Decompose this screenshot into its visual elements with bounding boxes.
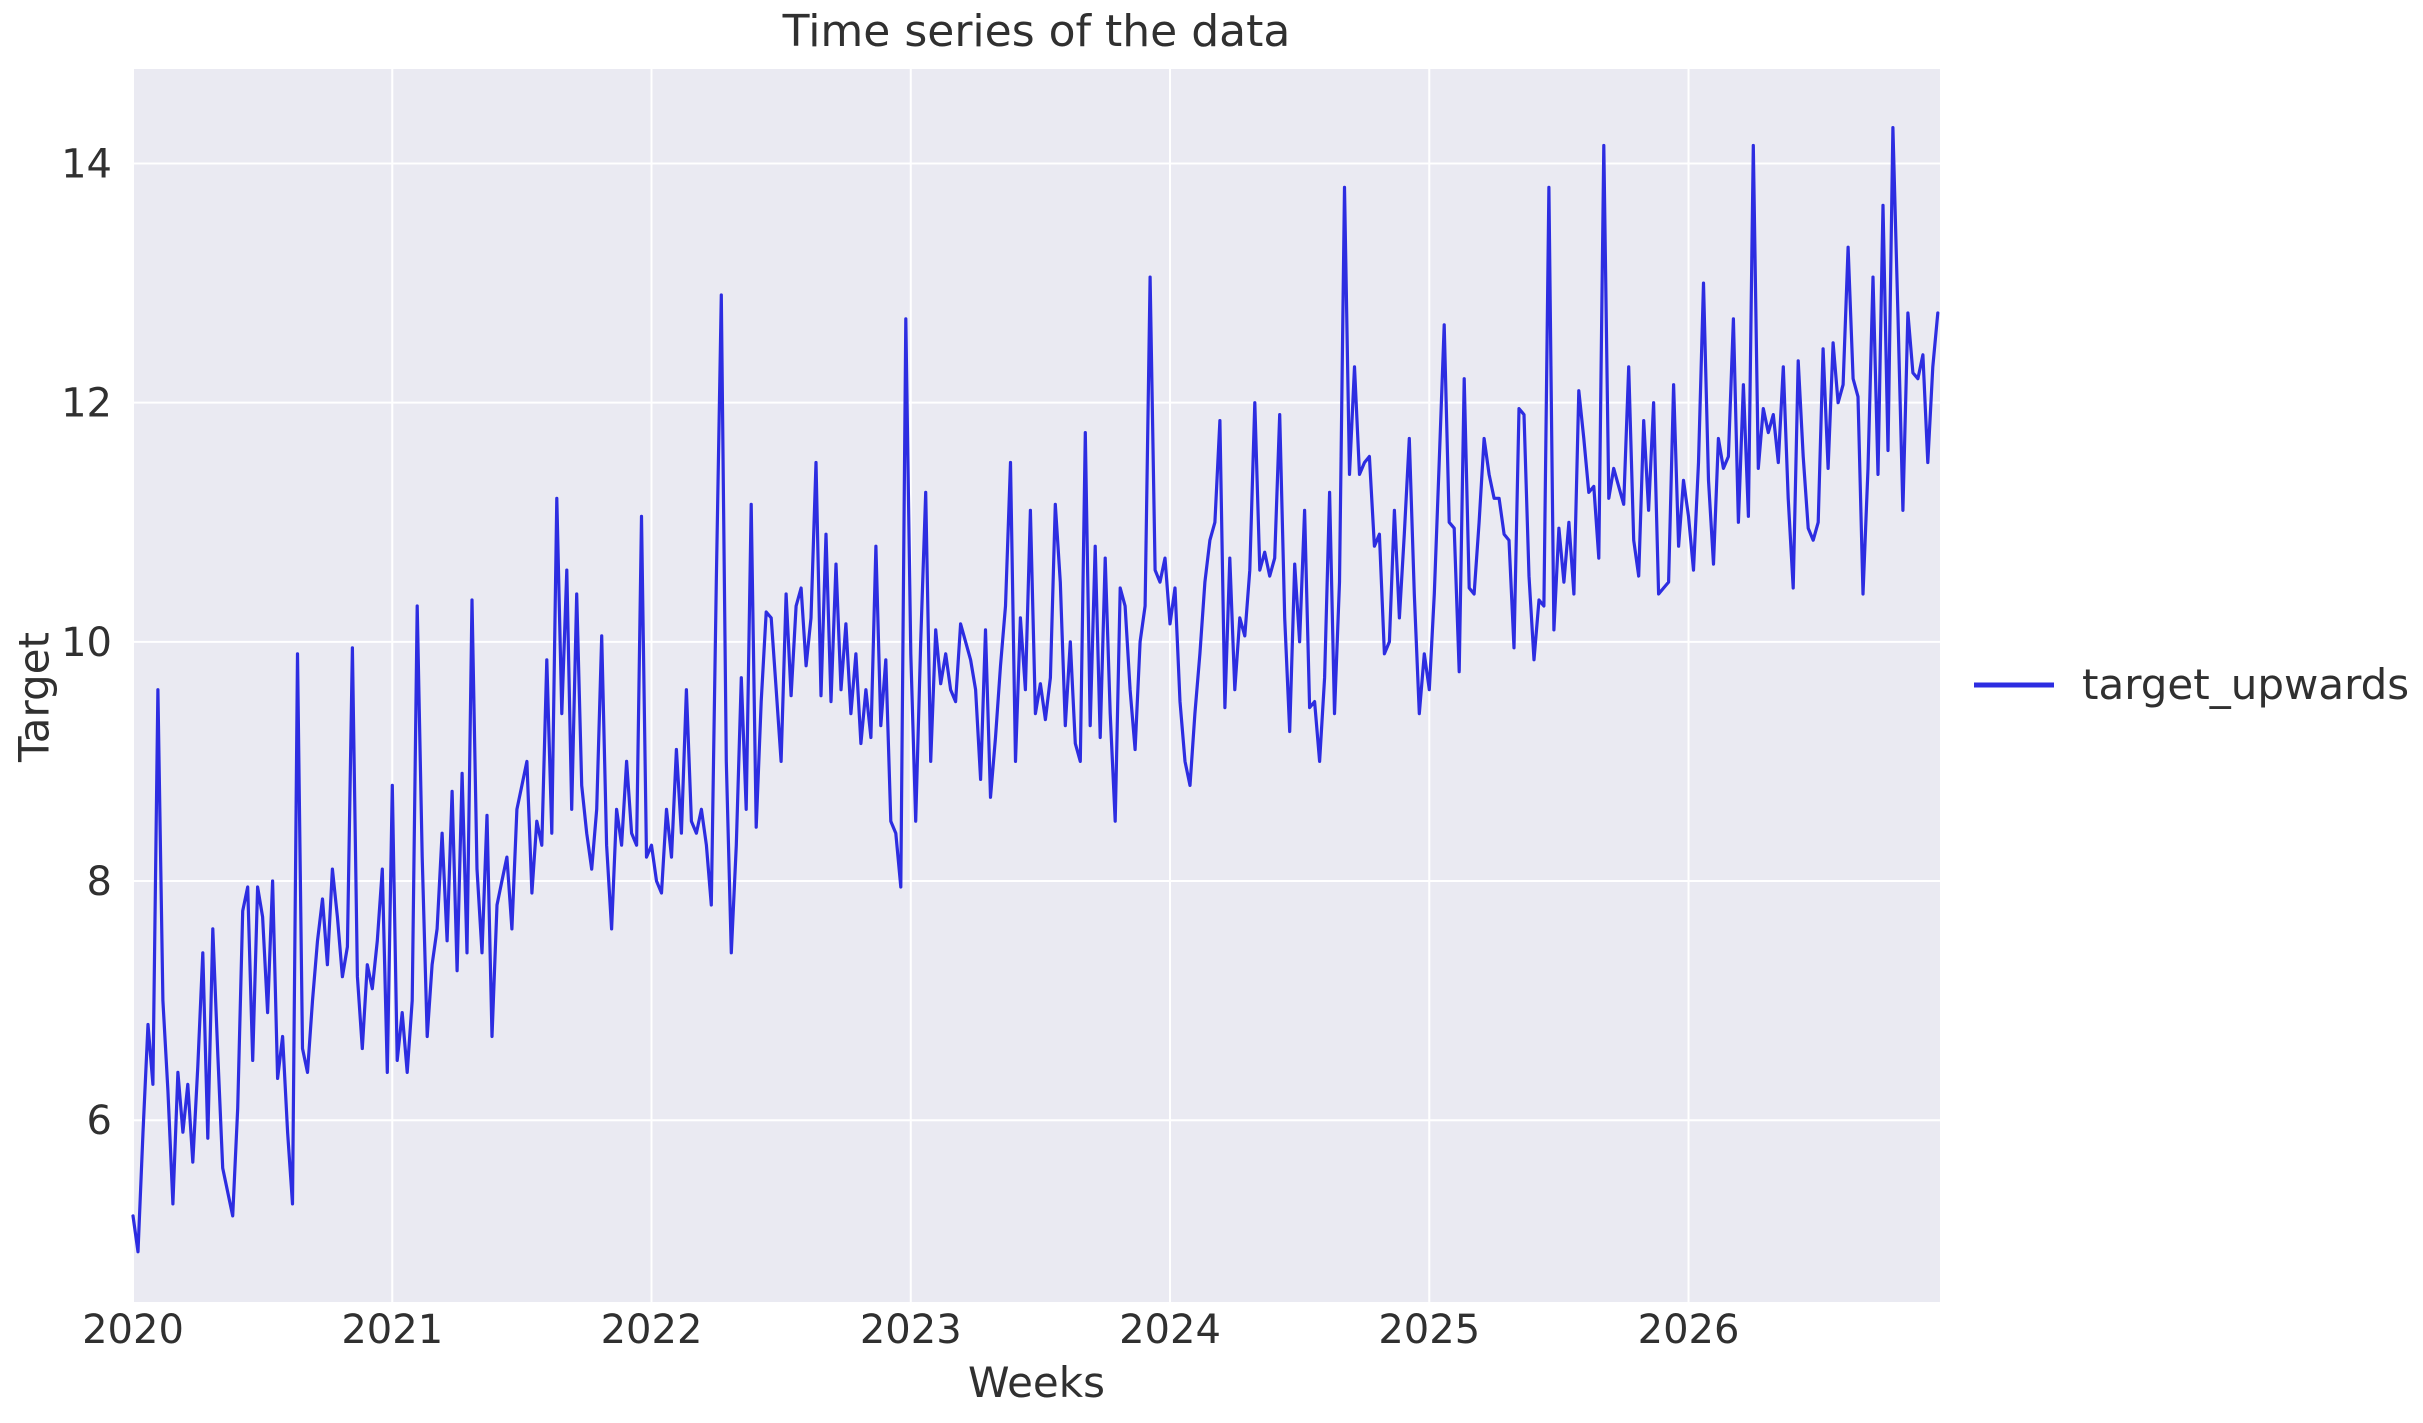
- x-axis-tick-labels: 2020 2021 2022 2023 2024 2025 2026: [82, 1307, 1739, 1353]
- x-axis-label: Weeks: [968, 1358, 1105, 1407]
- gridlines: [132, 69, 1940, 1302]
- legend: target_upwards: [1972, 660, 2409, 709]
- y-axis-label: Target: [9, 632, 59, 762]
- y-tick-label: 12: [61, 381, 112, 427]
- x-tick-label: 2020: [82, 1307, 184, 1353]
- y-tick-label: 6: [87, 1098, 112, 1144]
- target-upwards-line: [131, 126, 1940, 1254]
- legend-label: target_upwards: [2082, 660, 2410, 709]
- y-axis-tick-labels: 6 8 10 12 14: [61, 141, 112, 1144]
- x-tick-label: 2026: [1638, 1307, 1740, 1353]
- legend-line-swatch: [1974, 682, 2054, 687]
- x-tick-label: 2025: [1378, 1307, 1480, 1353]
- y-tick-label: 8: [87, 859, 112, 905]
- x-tick-label: 2021: [341, 1307, 443, 1353]
- x-tick-label: 2022: [601, 1307, 703, 1353]
- plot-background: [133, 69, 1940, 1302]
- y-tick-label: 10: [61, 620, 112, 666]
- x-tick-label: 2024: [1119, 1307, 1221, 1353]
- chart-title: Time series of the data: [782, 6, 1291, 57]
- y-tick-label: 14: [61, 141, 112, 187]
- x-tick-label: 2023: [860, 1307, 962, 1353]
